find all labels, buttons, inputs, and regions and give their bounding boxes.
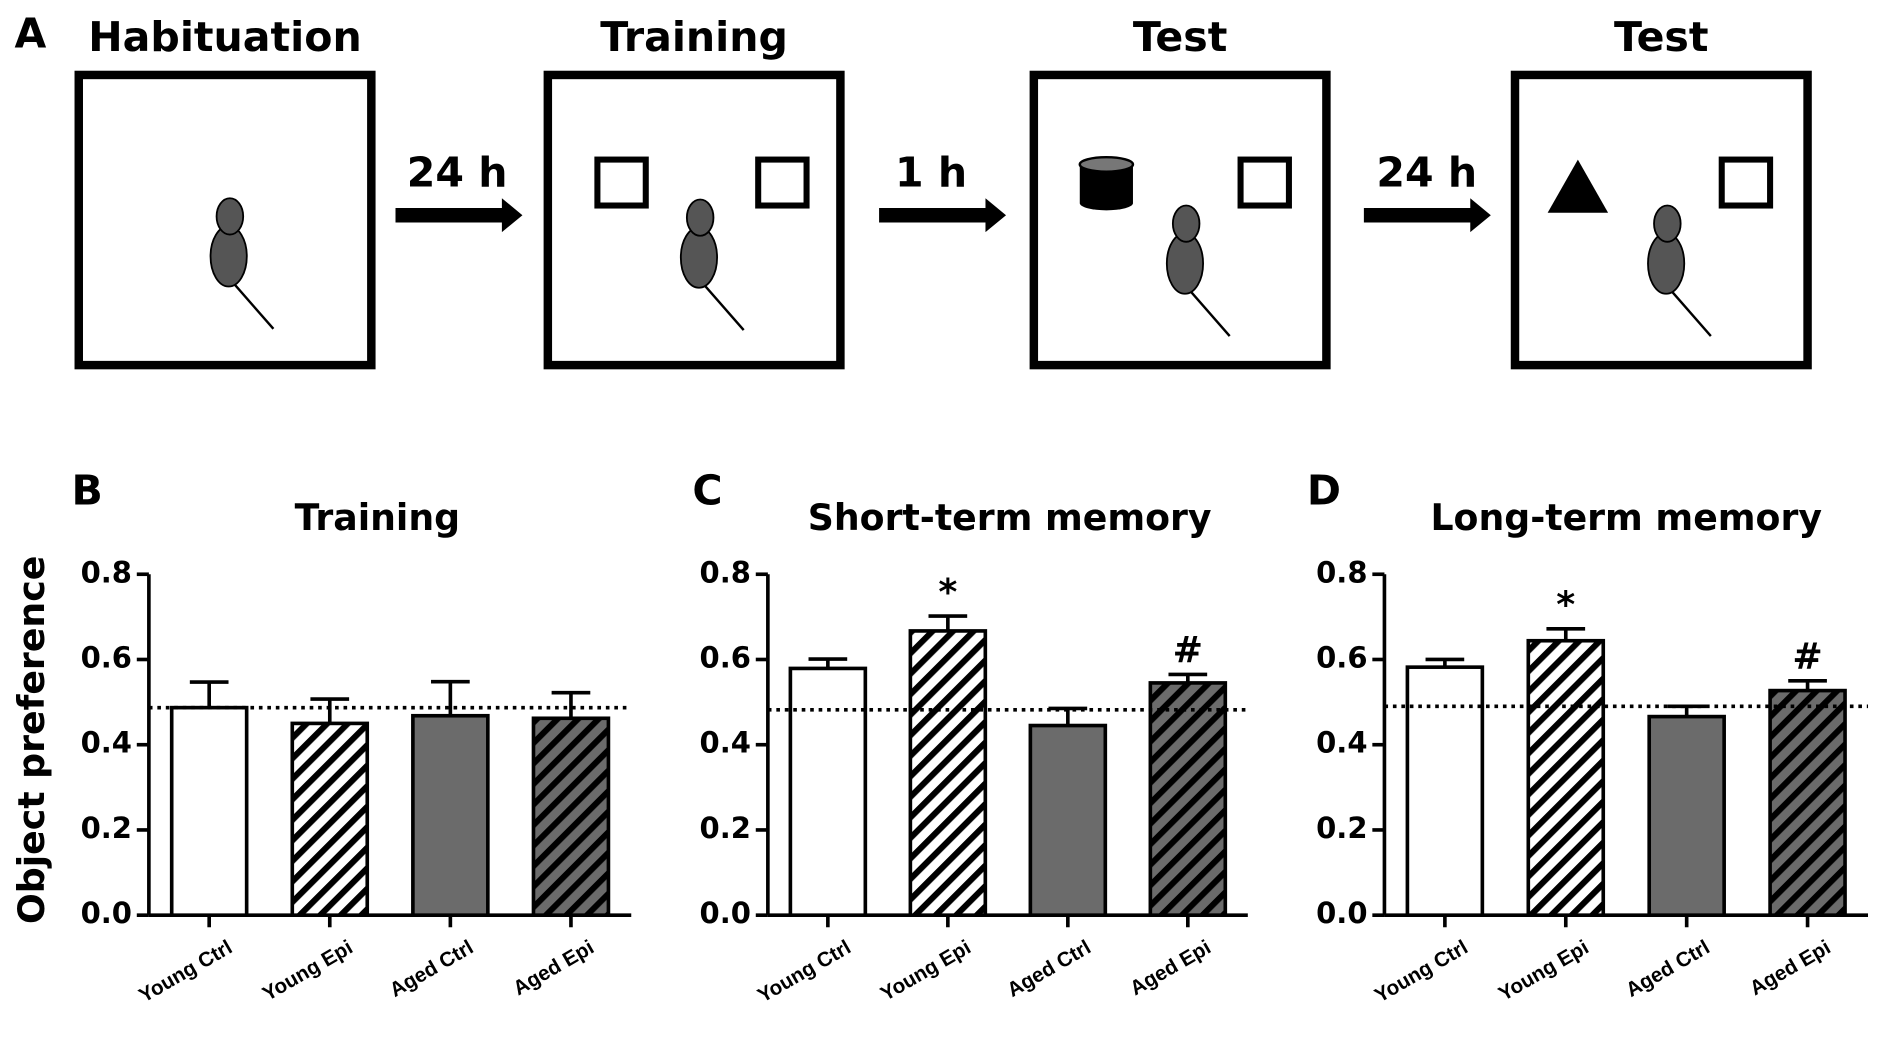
x-tick-label: Young Ctrl [1371,936,1472,1008]
triangle-object [1547,159,1609,213]
bar [1405,665,1485,917]
bar [290,721,370,917]
bar [908,629,988,917]
y-tick-label: 0.2 [700,811,751,845]
arena [1510,70,1812,370]
x-tick-label: Young Epi [1495,936,1593,1006]
bar [788,666,868,917]
y-tick-label: 0.8 [81,555,132,589]
y-tick-label: 0.6 [700,640,751,674]
x-tick-label: Aged Epi [1126,936,1215,1000]
bar [531,716,611,917]
arrows [395,198,1491,233]
interval-label: 24 h [1376,148,1477,196]
square-object [1718,156,1774,209]
cylinder-object [1079,165,1133,211]
bar [1647,714,1726,917]
mouse-tail [230,279,275,330]
x-tick-label: Aged Epi [1746,936,1835,1000]
bar [1768,688,1847,917]
y-tick-label: 0.0 [81,896,132,930]
x-tick-label: Aged Ctrl [1003,936,1095,1002]
panel-label: C [692,466,722,514]
x-tick-label: Young Ctrl [135,936,236,1008]
bar [1148,681,1228,917]
x-tick-label: Young Ctrl [754,936,855,1008]
panel-label: A [14,9,46,57]
y-tick-label: 0.2 [1316,811,1367,845]
significance-mark: * [1556,583,1575,626]
y-tick-label: 0.4 [1316,726,1367,760]
arrow [395,198,523,233]
mouse-tail [700,280,745,331]
stage-title: Training [600,13,788,61]
square-object [594,156,649,209]
x-tick-label: Aged Ctrl [1622,936,1714,1002]
y-tick-label: 0.6 [1316,640,1367,674]
square-object [1237,156,1292,209]
mice [209,197,1712,337]
arena [1029,70,1331,370]
significance-mark: # [1173,629,1203,672]
y-tick-label: 0.4 [700,726,751,760]
chart-title: Short-term memory [808,496,1212,539]
mouse-head [685,198,715,237]
square-object [755,156,810,209]
bar [1028,723,1108,917]
panel-label: D [1307,466,1341,514]
x-tick-label: Aged Epi [509,936,598,1000]
interval-label: 1 h [895,148,967,196]
x-tick-label: Aged Ctrl [386,936,478,1002]
arrow [879,198,1007,233]
arrow [1363,198,1491,233]
x-tick-label: Young Epi [259,936,357,1006]
bar [1526,638,1606,917]
interval-label: 24 h [407,148,508,196]
stage-title: Habituation [88,13,361,61]
chart-title: Training [295,496,461,539]
y-tick-label: 0.6 [81,640,132,674]
bar [411,713,490,917]
chart-title: Long-term memory [1430,496,1822,539]
mouse-tail [1667,286,1712,337]
cylinder-top [1078,155,1135,173]
y-tick-label: 0.2 [81,811,132,845]
mouse-tail [1186,286,1231,337]
x-tick-label: Young Epi [877,936,975,1006]
y-tick-label: 0.0 [1316,896,1367,930]
panel-label: B [72,466,103,514]
y-tick-label: 0.8 [1316,555,1367,589]
y-tick-label: 0.4 [81,726,132,760]
arena-boxes [74,70,1812,370]
significance-mark: # [1792,635,1822,678]
stage-title: Test [1133,13,1228,61]
objects [594,155,1774,213]
mouse-head [1171,204,1201,243]
arena [543,70,845,370]
stage-title: Test [1614,13,1709,61]
y-axis-label: Object preference [10,556,53,924]
arena [74,70,376,370]
mouse-head [1653,204,1682,243]
y-tick-label: 0.0 [700,896,751,930]
bar [169,705,249,917]
y-tick-label: 0.8 [700,555,751,589]
significance-mark: * [938,570,957,613]
mouse-head [215,197,245,236]
